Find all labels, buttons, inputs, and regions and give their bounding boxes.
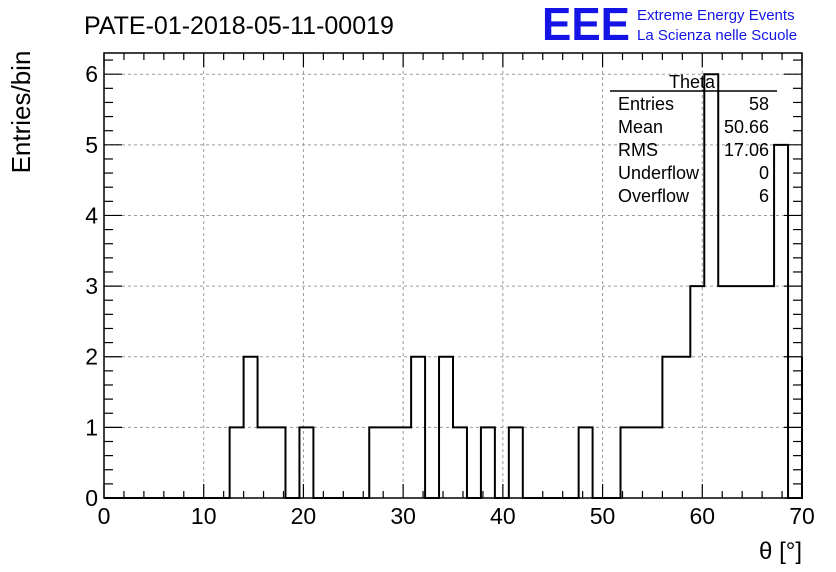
y-tick-labels: 0 1 2 3 4 5 6 [85,61,98,511]
axis-ticks [103,53,803,499]
x-tick-label: 70 [789,503,815,529]
eee-logo: EEE Extreme Energy Events La Scienza nel… [542,0,797,50]
x-tick-label: 20 [291,503,317,529]
stats-box: Theta Entries 58 Mean 50.66 RMS 17.06 Underflo… [610,72,777,206]
y-tick-label: 4 [85,202,98,228]
y-tick-label: 3 [85,273,98,299]
stats-label: Overflow [618,186,690,206]
chart-title: PATE-01-2018-05-11-00019 [84,12,394,40]
x-tick-label: 0 [98,503,111,529]
y-tick-label: 1 [85,414,98,440]
x-tick-labels: 0 10 20 30 40 50 60 70 [98,503,815,529]
stats-label: Underflow [618,163,700,183]
brand-line-2: La Scienza nelle Scuole [637,27,797,44]
plot-frame [103,52,803,499]
x-tick-label: 60 [689,503,715,529]
stats-value: 58 [749,94,769,114]
stats-title: Theta [669,72,716,92]
stats-label: Mean [618,117,663,137]
y-tick-label: 0 [85,485,98,511]
x-tick-label: 40 [490,503,516,529]
stats-value: 6 [759,186,769,206]
x-tick-label: 10 [191,503,217,529]
stats-value: 0 [759,163,769,183]
stats-value: 50.66 [724,117,769,137]
x-tick-label: 30 [390,503,416,529]
x-axis-label: θ [°] [759,538,802,565]
brand-line-1: Extreme Energy Events [637,7,795,24]
y-tick-label: 2 [85,344,98,370]
grid-lines [104,53,802,498]
y-tick-label: 6 [85,61,98,87]
eee-logo-text: EEE [542,0,630,50]
stats-value: 17.06 [724,140,769,160]
y-axis-label: Entries/bin [6,51,36,174]
x-tick-label: 50 [590,503,616,529]
stats-label: Entries [618,94,674,114]
y-tick-label: 5 [85,132,98,158]
stats-label: RMS [618,140,658,160]
